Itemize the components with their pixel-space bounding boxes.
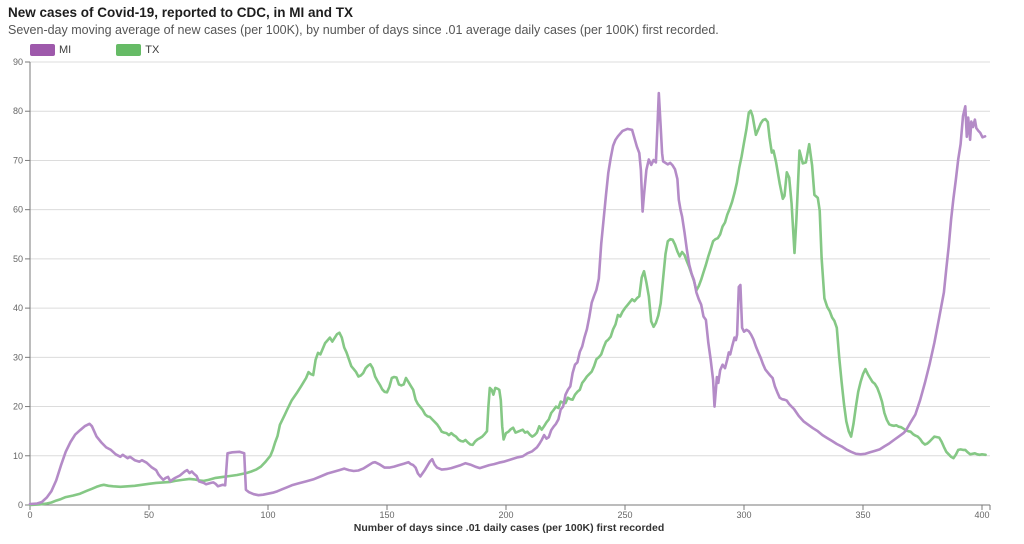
chart-subtitle: Seven-day moving average of new cases (p… [8,23,719,37]
y-tick-label-70: 70 [13,155,23,165]
y-tick-label-50: 50 [13,254,23,264]
legend-item-tx[interactable]: TX [116,44,159,56]
y-tick-label-80: 80 [13,106,23,116]
tx-legend-swatch [116,44,142,56]
y-tick-label-90: 90 [13,57,23,67]
mi-legend-label: MI [59,44,72,56]
mi-line [28,91,987,506]
y-tick-label-0: 0 [18,500,23,510]
y-tick-label-60: 60 [13,205,23,215]
x-tick-label-300: 300 [736,510,751,520]
x-tick-label-50: 50 [144,510,154,520]
x-tick-label-200: 200 [498,510,513,520]
tx-legend-label: TX [145,44,160,56]
x-tick-label-0: 0 [27,510,32,520]
x-tick-label-250: 250 [617,510,632,520]
legend-item-mi[interactable]: MI [30,44,71,56]
x-tick-label-350: 350 [855,510,870,520]
x-tick-label-100: 100 [260,510,275,520]
legend: MI TX [30,44,159,56]
y-tick-label-30: 30 [13,352,23,362]
mi-legend-swatch [30,44,55,56]
x-tick-label-400: 400 [974,510,989,520]
y-tick-label-40: 40 [13,303,23,313]
tx-line [28,109,987,507]
y-tick-label-10: 10 [13,451,23,461]
x-axis-title: Number of days since .01 daily cases (pe… [354,522,664,534]
x-tick-label-150: 150 [379,510,394,520]
chart-title: New cases of Covid-19, reported to CDC, … [8,5,354,20]
y-tick-label-20: 20 [13,402,23,412]
